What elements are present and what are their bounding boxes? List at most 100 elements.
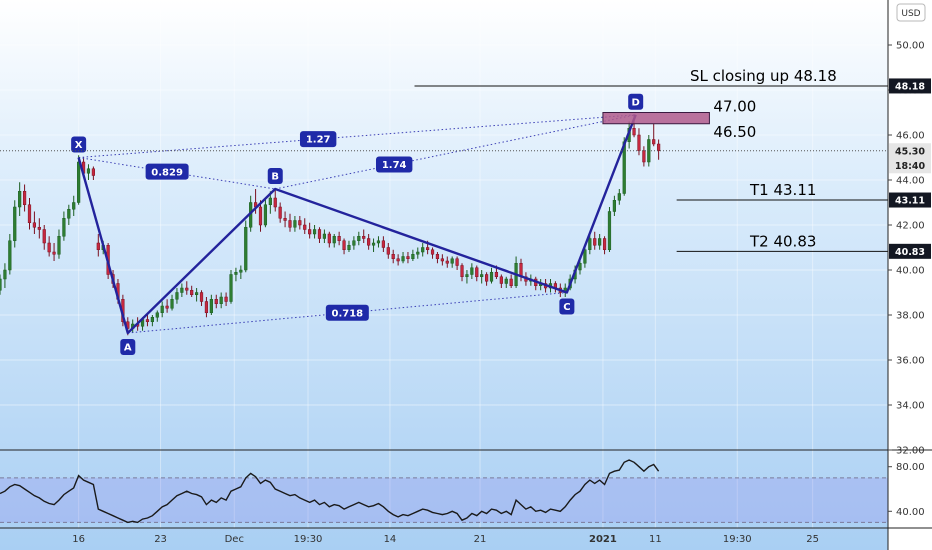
candle xyxy=(288,213,292,232)
candle xyxy=(504,276,508,288)
rsi-line xyxy=(0,459,660,524)
candle-body xyxy=(170,299,174,309)
candle-body xyxy=(322,233,327,239)
point-label-box xyxy=(559,298,575,315)
level-label-t1: T1 43.11 xyxy=(749,181,816,199)
point-label-text: A xyxy=(124,343,132,354)
candle xyxy=(588,234,592,255)
candle xyxy=(411,249,415,261)
candle xyxy=(489,267,494,284)
candle xyxy=(617,189,621,205)
candle-body xyxy=(617,193,621,201)
candle xyxy=(371,238,376,252)
candle xyxy=(8,234,12,275)
candle xyxy=(273,189,277,212)
candle xyxy=(0,274,2,295)
candle xyxy=(406,252,410,264)
candle xyxy=(263,198,268,228)
candle-body xyxy=(430,249,435,255)
candle xyxy=(229,270,233,304)
candle-body xyxy=(209,299,213,313)
candle-body xyxy=(401,256,405,262)
candle xyxy=(199,290,204,306)
zone-bottom-label: 46.50 xyxy=(713,123,756,141)
candle xyxy=(322,229,327,243)
candle-body xyxy=(607,211,612,250)
candle-body xyxy=(337,236,341,241)
axes: 32.00 34.00 36.00 38.00 40.00 42.00 44.00 46.00… xyxy=(72,41,931,545)
point-label-box xyxy=(71,136,87,153)
ratio-label-text: 1.27 xyxy=(306,135,331,146)
candle xyxy=(160,301,164,318)
candle xyxy=(460,263,464,282)
candle-body xyxy=(42,229,46,244)
candle-body xyxy=(642,150,646,163)
grid xyxy=(0,0,888,528)
currency-button[interactable]: USD xyxy=(896,3,926,22)
point-label-c: C xyxy=(559,298,575,315)
candle xyxy=(607,207,612,252)
ratio-label-text: 1.74 xyxy=(382,160,407,171)
point-label-text: X xyxy=(75,140,83,151)
candle xyxy=(386,243,390,259)
level-badge-text: 48.18 xyxy=(895,81,925,92)
candle-body xyxy=(598,238,602,246)
rsi-layer xyxy=(0,459,888,524)
candle-body xyxy=(258,206,263,226)
candle xyxy=(465,270,469,284)
candle-body xyxy=(470,267,474,275)
price-tick-label: 42.00 xyxy=(896,221,925,232)
rsi-tick-label: 80.00 xyxy=(896,462,925,473)
candle-body xyxy=(67,209,71,219)
candle-body xyxy=(504,278,508,284)
candle-body xyxy=(8,240,12,271)
candle-body xyxy=(593,238,597,246)
candle-body xyxy=(327,233,331,244)
ratio-label-box xyxy=(325,304,369,321)
candle xyxy=(342,238,346,255)
ratio-label-xd: 1.27 xyxy=(299,131,337,148)
candle xyxy=(18,182,22,216)
candle xyxy=(239,265,243,279)
candle-body xyxy=(150,317,154,322)
candle xyxy=(347,240,351,252)
ratio-label-box xyxy=(145,163,189,180)
chart-background xyxy=(0,0,888,550)
candle-body xyxy=(499,276,503,284)
candle-body xyxy=(371,242,376,246)
candle-body xyxy=(37,227,41,230)
candle xyxy=(150,315,154,327)
candle xyxy=(204,297,209,318)
price-levels: 47.00 46.50 SL closing up 48.18 T1 43.11 T2 … xyxy=(0,67,888,252)
candle-body xyxy=(480,274,484,277)
candle xyxy=(175,288,179,304)
price-tick-label: 40.00 xyxy=(896,266,925,277)
point-label-text: B xyxy=(271,172,279,183)
last-price-badge: 45.30 18:40 xyxy=(889,143,931,174)
point-label-b: B xyxy=(267,168,283,184)
point-label-box xyxy=(120,339,136,355)
currency-button-box[interactable] xyxy=(896,3,926,22)
candle-body xyxy=(362,236,366,239)
last-price-countdown: 18:40 xyxy=(895,161,926,172)
price-tick-label: 44.00 xyxy=(896,176,925,187)
candle-body xyxy=(435,254,440,259)
candle xyxy=(401,252,405,264)
last-price-value: 45.30 xyxy=(895,146,925,157)
candle-body xyxy=(62,218,66,237)
candle-body xyxy=(588,238,592,250)
candle-body xyxy=(347,245,351,250)
candle-body xyxy=(52,251,56,255)
level-badge-text: 43.11 xyxy=(895,196,925,207)
candle-body xyxy=(406,256,410,259)
currency-label[interactable]: USD xyxy=(901,9,920,19)
candle xyxy=(52,243,56,261)
level-badge-t2: 40.83 xyxy=(889,243,931,259)
candle-body xyxy=(27,204,32,223)
candle-body xyxy=(268,197,272,205)
time-tick-label: 11 xyxy=(649,534,662,545)
candle xyxy=(637,128,641,156)
candle xyxy=(337,231,341,246)
time-tick-label: 19:30 xyxy=(723,534,752,545)
